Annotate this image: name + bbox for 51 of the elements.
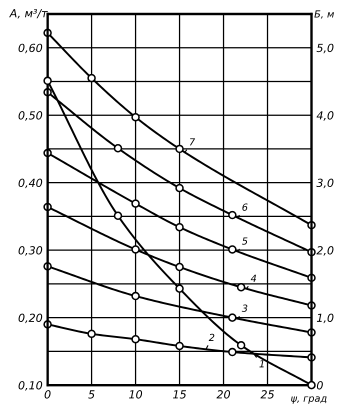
point: [175, 262, 184, 272]
point: [131, 334, 140, 344]
point: [131, 292, 140, 300]
x-tick-label: 0: [44, 390, 51, 399]
y-axis-title: A, м³/т: [9, 8, 48, 19]
series-label: 3: [242, 304, 248, 312]
point: [236, 283, 246, 292]
y2-axis-title: Б, м: [314, 10, 334, 19]
y2-tick-label: 2,0: [316, 246, 334, 256]
x-tick-label: 10: [129, 390, 142, 399]
y2-tick-label: 5,0: [316, 44, 334, 54]
x-tick-label: 25: [260, 390, 274, 399]
point: [114, 211, 122, 220]
point: [87, 330, 96, 338]
y2-tick-label: 0: [316, 381, 323, 390]
series-label: 2: [208, 334, 214, 341]
point: [236, 341, 246, 350]
point: [175, 284, 184, 293]
y-tick-label: 0,20: [18, 314, 42, 324]
point: [131, 199, 140, 208]
point: [228, 245, 237, 254]
y-tick-label: 0,40: [18, 178, 42, 188]
point: [307, 380, 316, 390]
legend-label: 1: [259, 360, 264, 368]
y-tick-label: 0,30: [18, 246, 42, 256]
point: [131, 245, 140, 254]
point: [228, 313, 237, 322]
series-label: 4: [250, 274, 256, 282]
point: [43, 76, 52, 86]
point: [175, 184, 184, 192]
series-label: 7: [190, 138, 196, 146]
point: [87, 74, 96, 82]
y2-tick-label: 4,0: [316, 111, 334, 121]
y2-tick-label: 3,0: [316, 178, 334, 188]
x-axis-title: ψ, град: [291, 396, 327, 404]
point: [114, 144, 122, 152]
x-tick-label: 5: [88, 390, 95, 399]
point: [175, 144, 184, 154]
series-label: 5: [242, 237, 248, 245]
point: [175, 222, 184, 232]
y-tick-label: 0,50: [18, 111, 42, 121]
point: [228, 348, 237, 356]
y-tick-label: 0,60: [18, 44, 42, 54]
x-tick-label: 20: [216, 390, 230, 399]
series-label: 6: [242, 203, 248, 211]
y2-tick-label: 1,0: [316, 314, 334, 324]
y-tick-label: 0,10: [18, 381, 42, 391]
point: [131, 112, 140, 122]
x-tick-label: 15: [173, 390, 186, 399]
point: [228, 210, 237, 220]
point: [175, 342, 184, 350]
